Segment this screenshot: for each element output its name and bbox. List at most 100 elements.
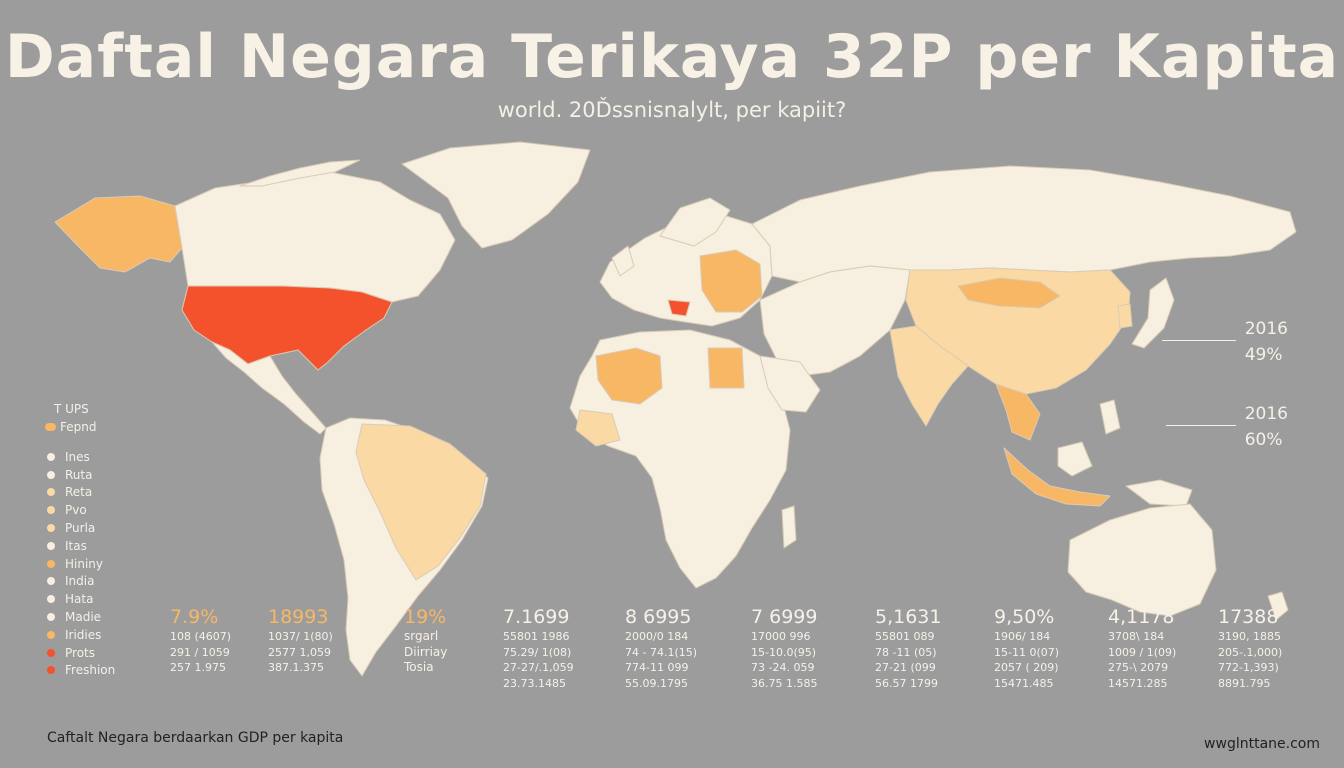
- stat-line: 23.73.1485: [503, 676, 566, 690]
- legend-label: Purla: [65, 521, 96, 536]
- stat-line: 205-.1,000): [1218, 645, 1283, 659]
- stat-line: 56.57 1799: [875, 676, 938, 690]
- footer-caption: Caftalt Negara berdaarkan GDP per kapita: [47, 730, 344, 746]
- legend-item: Freshion: [44, 662, 184, 680]
- stat-block: 7 6999 17000 996 15-10.0(95) 73 -24. 059…: [751, 605, 881, 691]
- stat-value: 18993: [268, 606, 329, 628]
- region-india: [889, 325, 969, 427]
- stat-block: 17388 3190, 1885 205-.1,000) 772-1,393) …: [1218, 605, 1318, 691]
- legend-swatch: [47, 541, 55, 550]
- legend-label: Iridies: [65, 627, 102, 642]
- legend-swatch: [47, 613, 55, 622]
- stat-value: 7 6999: [751, 606, 818, 628]
- legend-label: Pvo: [65, 503, 87, 518]
- region-new-guinea: [1125, 479, 1193, 507]
- stat-line: 774-11 099: [625, 661, 689, 674]
- legend-label: Freshion: [65, 663, 116, 678]
- legend-label: Reta: [65, 485, 93, 500]
- legend-item: Purla: [44, 519, 184, 537]
- stat-line: 108 (4607): [170, 630, 232, 643]
- stat-value: 7.9%: [170, 606, 219, 628]
- region-arabia: [759, 355, 821, 413]
- callout-value: 60%: [1244, 430, 1283, 450]
- stat-line: 15-10.0(95): [751, 645, 817, 659]
- stat-value: 7.1699: [503, 606, 570, 628]
- legend-label: Itas: [65, 538, 87, 553]
- stat-line: 15471.485: [994, 676, 1054, 690]
- legend-items: Ines Ruta Reta Pvo Purla Itas Hininy Ind…: [44, 448, 184, 679]
- stat-block: 19% srgarl Diirriay Tosia: [404, 605, 534, 676]
- region-korea: [1117, 303, 1133, 329]
- stat-value: 8 6995: [625, 606, 692, 628]
- stat-line: 1009 / 1(09): [1108, 645, 1177, 659]
- legend-swatch: [47, 452, 55, 461]
- legend-item: Hata: [44, 590, 184, 608]
- legend-swatch: [47, 470, 55, 479]
- stat-line: 55801 089: [875, 630, 935, 643]
- region-borneo: [1057, 441, 1093, 477]
- legend-swatch: [47, 559, 55, 568]
- region-indonesia: [1003, 447, 1111, 507]
- legend-item: Madie: [44, 608, 184, 626]
- legend-label: Madie: [65, 610, 102, 625]
- stat-line: 17000 996: [751, 630, 811, 643]
- stat-line: 1037/ 1(80): [268, 630, 333, 643]
- stat-block: 18993 1037/ 1(80) 2577 1,059 387.1.375: [268, 605, 398, 676]
- legend-swatch: [47, 648, 55, 657]
- callout-label: 2016 60%: [1245, 401, 1288, 453]
- legend-item: Iridies: [44, 626, 184, 644]
- region-arctic-islands: [239, 159, 361, 187]
- stat-line: 8891.795: [1218, 676, 1271, 690]
- stat-line: 3190, 1885: [1218, 630, 1281, 643]
- legend-swatch: [47, 595, 55, 604]
- region-madagascar: [781, 505, 797, 549]
- stat-block: 8 6995 2000/0 184 74 - 74.1(15) 774-11 0…: [625, 605, 755, 691]
- stat-block: 5,1631 55801 089 78 -11 (05) 27-21 (099 …: [875, 605, 1005, 691]
- legend-item: Prots: [44, 644, 184, 662]
- legend-item: Itas: [44, 537, 184, 555]
- legend: T UPS Fepnd Ines Ruta Reta Pvo Purla Ita…: [44, 402, 184, 679]
- region-russia: [751, 165, 1297, 283]
- legend-label: Prots: [65, 645, 95, 660]
- legend-swatch: [47, 630, 55, 639]
- region-scandinavia: [659, 197, 731, 247]
- stat-line: 387.1.375: [268, 661, 324, 674]
- region-europe-red: [667, 299, 691, 317]
- region-greenland: [401, 141, 591, 249]
- legend-swatch: [47, 488, 55, 497]
- legend-label: Hata: [65, 592, 94, 607]
- callout-label: 2016 49%: [1245, 316, 1288, 368]
- stat-line: 14571.285: [1108, 676, 1168, 690]
- stat-line: 78 -11 (05): [875, 645, 937, 659]
- region-australia: [1067, 503, 1217, 617]
- legend-header-swatch: [45, 423, 56, 431]
- callout-line: [1162, 340, 1236, 341]
- stat-block: 7.9% 108 (4607) 291 / 1059 257 1.975: [170, 605, 300, 676]
- stat-line: 2000/0 184: [625, 630, 689, 643]
- stat-value: 5,1631: [875, 606, 942, 628]
- region-uk: [611, 245, 635, 277]
- stat-line: 275-\ 2079: [1108, 661, 1169, 674]
- callout-value: 49%: [1244, 345, 1283, 365]
- legend-header-label: Fepnd: [60, 420, 97, 434]
- legend-item: Pvo: [44, 501, 184, 519]
- legend-label: Hininy: [65, 556, 104, 571]
- region-algeria: [595, 347, 663, 405]
- stat-line: 75.29/ 1(08): [503, 645, 572, 659]
- stat-line: 257 1.975: [170, 661, 226, 674]
- stat-line: 15-11 0(07): [994, 645, 1060, 659]
- stat-line: 772-1,393): [1218, 661, 1279, 674]
- region-egypt: [707, 347, 745, 389]
- region-japan: [1131, 277, 1175, 349]
- legend-item: Ines: [44, 448, 184, 466]
- legend-swatch: [47, 524, 55, 533]
- stat-block: 7.1699 55801 1986 75.29/ 1(08) 27-27/.1,…: [503, 605, 633, 691]
- stat-line: 74 - 74.1(15): [625, 645, 698, 659]
- legend-title: T UPS: [54, 402, 89, 416]
- stat-line: 55.09.1795: [625, 676, 688, 690]
- region-west-africa: [575, 409, 621, 447]
- region-brazil: [355, 423, 487, 581]
- stat-line: 2577 1,059: [268, 645, 331, 659]
- footer-site-link[interactable]: wwglnttane.com: [1204, 736, 1320, 752]
